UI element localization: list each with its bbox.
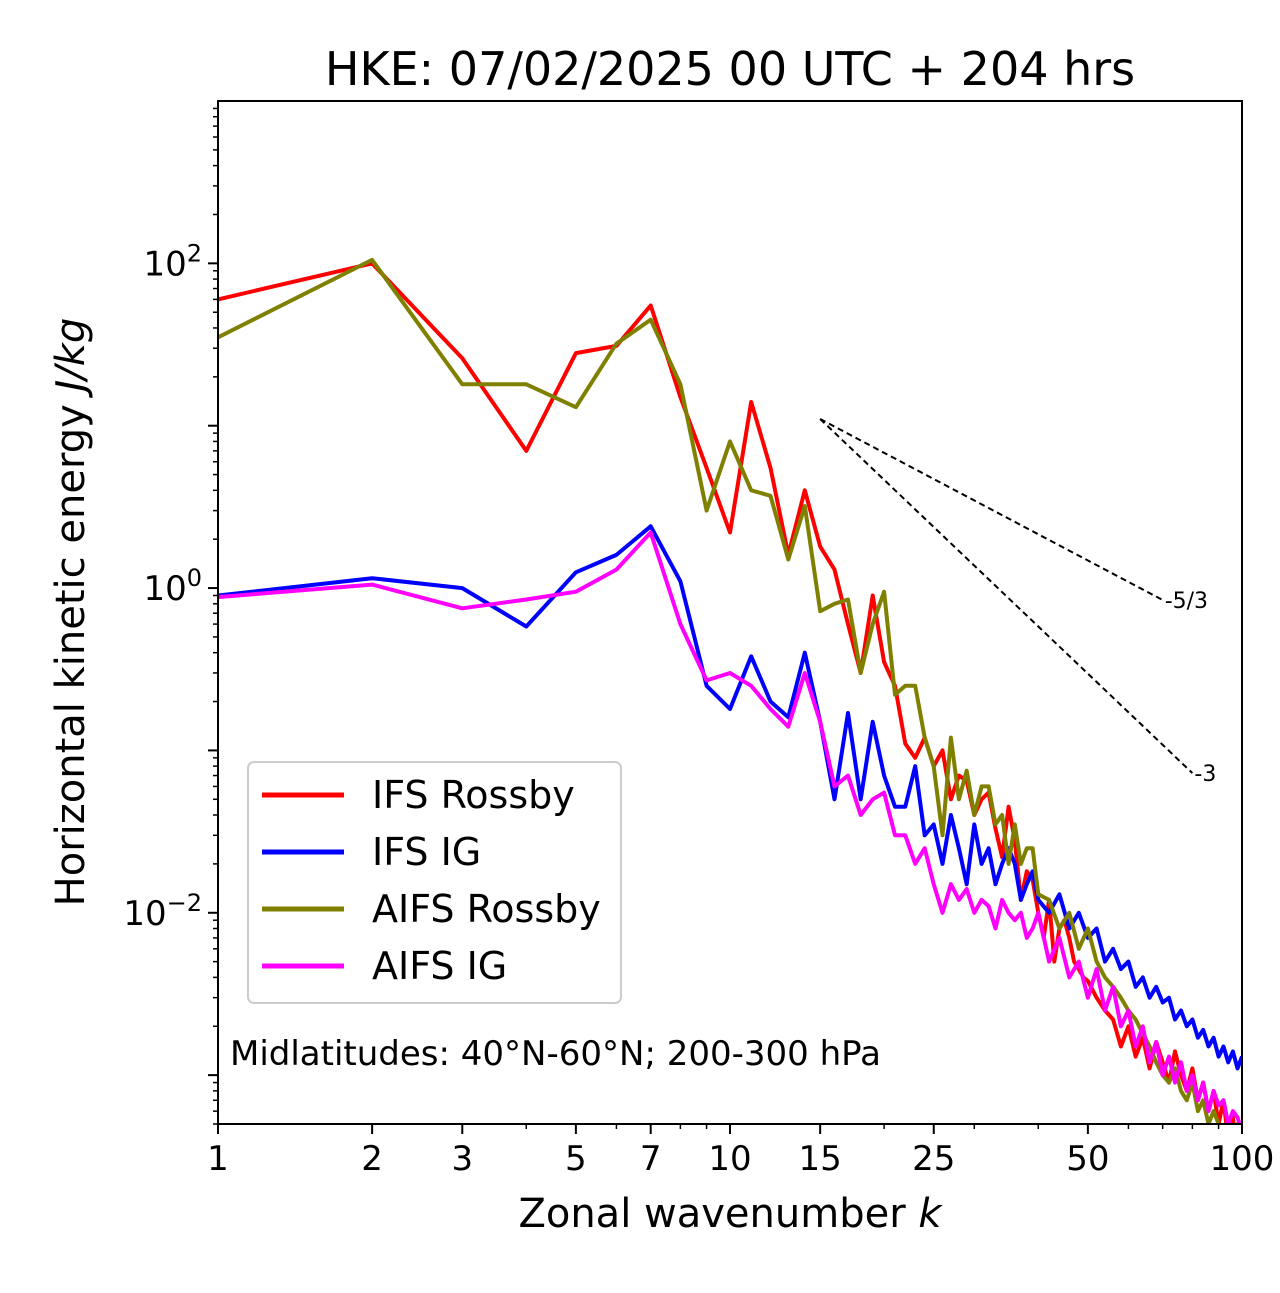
y-tick-label: 100 [143, 564, 202, 609]
x-tick-label: 50 [1066, 1139, 1109, 1179]
legend-box [247, 761, 622, 1004]
x-tick-label: 1 [207, 1139, 229, 1179]
reference-slope-line [819, 418, 1194, 774]
legend-label-aifs-rossby: AIFS Rossby [372, 887, 601, 931]
plot-frame [217, 100, 1243, 1125]
region-annotation: Midlatitudes: 40°N-60°N; 200-300 hPa [230, 1034, 881, 1074]
reference-slope-label: -3 [1194, 762, 1216, 787]
series-line-aifs-ig [218, 530, 1242, 1124]
x-tick-label: 2 [361, 1139, 383, 1179]
x-tick-label: 25 [912, 1139, 955, 1179]
y-axis-label: Horizontal kinetic energy J/kg [48, 318, 94, 907]
x-tick-label: 3 [451, 1139, 473, 1179]
x-tick-label: 10 [708, 1139, 751, 1179]
legend-label-ifs-ig: IFS IG [372, 830, 481, 874]
y-tick-label: 10−2 [123, 889, 202, 934]
legend: IFS Rossby IFS IG AIFS Rossby AIFS IG [247, 761, 622, 1004]
reference-slope-line [819, 418, 1164, 601]
x-tick-label: 5 [565, 1139, 587, 1179]
y-tick-label: 102 [143, 239, 202, 284]
series-line-ifs-rossby [218, 261, 1236, 1124]
x-tick-label: 100 [1210, 1139, 1275, 1179]
reference-slopes: -5/3 -3 [819, 418, 1216, 787]
legend-label-aifs-ig: AIFS IG [372, 944, 507, 988]
series-line-aifs-rossby [218, 257, 1240, 1124]
x-axis-label: Zonal wavenumber k [518, 1191, 943, 1237]
reference-slope-label: -5/3 [1165, 589, 1208, 614]
legend-label-ifs-rossby: IFS Rossby [372, 773, 575, 817]
axis-ticks: 1 2 3 5 7 10 15 25 50 100 102 100 10−2 [123, 107, 1275, 1179]
x-tick-label: 7 [640, 1139, 662, 1179]
chart-title: HKE: 07/02/2025 00 UTC + 204 hrs [325, 42, 1135, 96]
series-layer [218, 257, 1242, 1124]
x-tick-label: 15 [799, 1139, 842, 1179]
